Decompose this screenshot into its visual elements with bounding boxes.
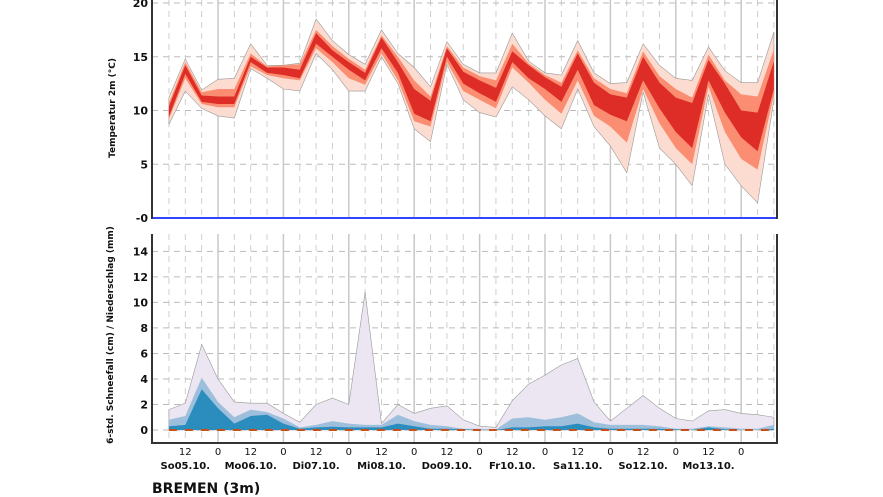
y-tick-label: 8: [140, 322, 148, 335]
precip-max-band: [168, 292, 775, 431]
y-tick-label: 14: [133, 245, 149, 258]
temperature-bands: [168, 18, 775, 204]
x-tick-label: 0: [215, 447, 221, 458]
x-tick-label: 0: [738, 447, 744, 458]
y-tick-label: 6: [140, 347, 148, 360]
precip-bands: [168, 292, 775, 431]
precip-axes: 0 2 4 6 8 10 12 14 12 0 12 0 12 0 12 0 12 0 12 0 12 0 12 0 12 0 So…: [133, 234, 778, 472]
day-label: Mo13.10.: [682, 461, 734, 472]
x-tick-label: 12: [244, 447, 257, 458]
x-tick-label: 0: [411, 447, 417, 458]
y-tick-label: 2: [140, 398, 148, 411]
precip-axis-label: 6-std. Schneefall (cm) / Niederschlag (m…: [106, 226, 116, 444]
day-label: Di07.10.: [293, 461, 340, 472]
x-tick-label: 0: [673, 447, 679, 458]
x-tick-label: 12: [571, 447, 584, 458]
x-tick-label: 12: [179, 447, 192, 458]
temp-outer-band: [168, 18, 775, 204]
day-label: Fr10.10.: [489, 461, 536, 472]
y-tick-label: 10: [133, 105, 149, 118]
y-tick-label: 12: [133, 271, 148, 284]
x-tick-label: 12: [375, 447, 388, 458]
y-tick-label: -0: [136, 212, 149, 225]
y-tick-label: 15: [133, 51, 148, 64]
y-tick-label: 5: [140, 158, 148, 171]
x-tick-label: 0: [476, 447, 482, 458]
temperature-axis-label: Temperatur 2m (°C): [108, 58, 118, 158]
station-title: BREMEN (3m): [152, 481, 260, 497]
temp-inner-band: [168, 33, 774, 152]
y-tick-label: 4: [140, 373, 148, 386]
x-tick-label: 12: [506, 447, 519, 458]
y-tick-label: 10: [133, 296, 149, 309]
day-label: Do09.10.: [422, 461, 473, 472]
x-tick-label: 0: [542, 447, 548, 458]
day-label: Mo06.10.: [225, 461, 277, 472]
temperature-axes: -0 5 10 15 20: [133, 0, 778, 225]
day-label: Mi08.10.: [357, 461, 406, 472]
temp-mid-band: [168, 29, 774, 170]
x-tick-label: 12: [702, 447, 715, 458]
day-label: So12.10.: [618, 461, 668, 472]
y-tick-label: 20: [133, 0, 149, 10]
x-tick-label: 0: [346, 447, 352, 458]
y-tick-label: 0: [140, 424, 148, 437]
day-label: Sa11.10.: [553, 461, 602, 472]
x-tick-label: 12: [637, 447, 650, 458]
x-tick-label: 12: [441, 447, 454, 458]
x-tick-label: 0: [280, 447, 286, 458]
day-label: So05.10.: [161, 461, 211, 472]
precip-median-band: [168, 389, 774, 430]
x-tick-label: 0: [607, 447, 613, 458]
x-tick-label: 12: [310, 447, 323, 458]
